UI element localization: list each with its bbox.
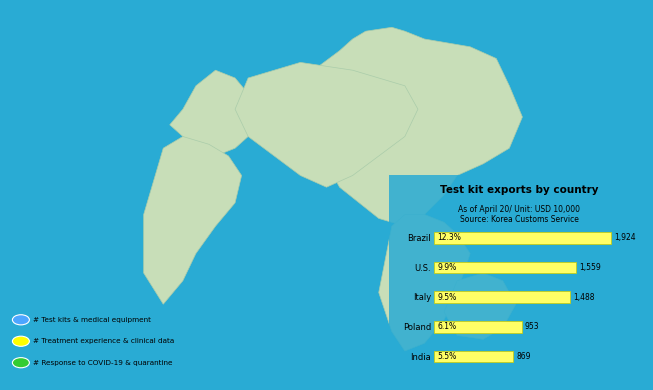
Text: 869: 869 [517,352,531,361]
Text: Poland: Poland [403,323,431,332]
FancyBboxPatch shape [434,291,571,303]
Circle shape [12,336,29,346]
Polygon shape [235,62,418,187]
Text: India: India [410,353,431,362]
Text: # Response to COVID-19 & quarantine: # Response to COVID-19 & quarantine [33,360,172,366]
FancyBboxPatch shape [434,321,522,333]
Text: 1,559: 1,559 [579,263,601,272]
Text: Brazil: Brazil [407,234,431,243]
FancyBboxPatch shape [434,351,513,362]
FancyBboxPatch shape [389,176,650,378]
Text: # Test kits & medical equipment: # Test kits & medical equipment [33,317,151,323]
FancyBboxPatch shape [434,262,576,273]
Circle shape [12,315,29,325]
Polygon shape [144,136,242,304]
Text: 12.3%: 12.3% [438,233,462,243]
Text: As of April 20/ Unit: USD 10,000
Source: Korea Customs Service: As of April 20/ Unit: USD 10,000 Source:… [458,205,580,224]
Text: 6.1%: 6.1% [438,322,456,332]
Polygon shape [170,70,261,156]
Text: 953: 953 [525,322,539,332]
Polygon shape [444,273,516,339]
Text: 5.5%: 5.5% [438,352,456,361]
Text: U.S.: U.S. [415,264,431,273]
FancyBboxPatch shape [434,232,611,244]
Text: 9.5%: 9.5% [438,292,456,302]
Text: 1,488: 1,488 [574,292,595,302]
Text: 9.9%: 9.9% [438,263,456,272]
Text: Test kit exports by country: Test kit exports by country [440,185,598,195]
Text: 1,924: 1,924 [614,233,635,243]
Circle shape [12,358,29,368]
Text: # Treatment experience & clinical data: # Treatment experience & clinical data [33,338,174,344]
Polygon shape [300,27,522,226]
Text: Italy: Italy [413,293,431,303]
Polygon shape [379,215,470,351]
